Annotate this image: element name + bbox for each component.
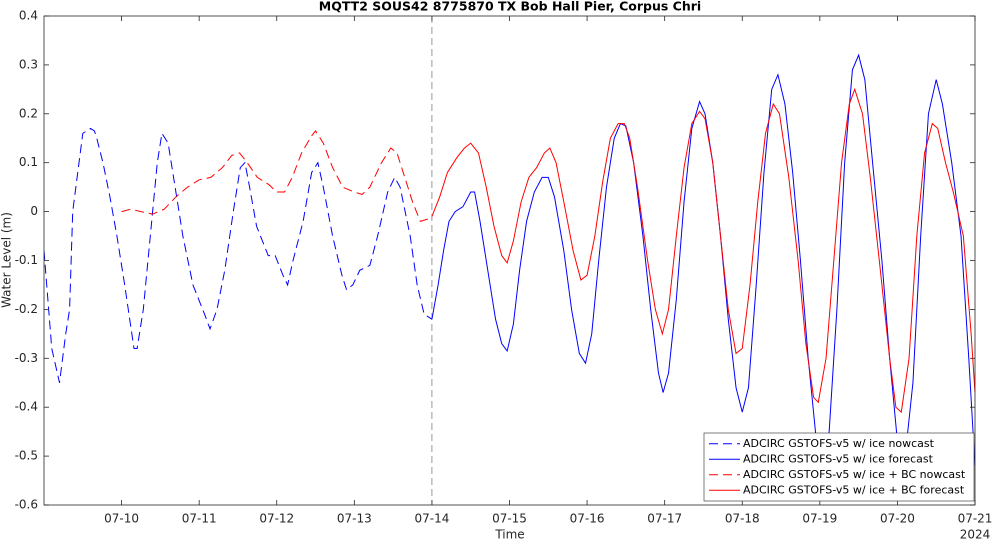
x-tick-label: 07-11 — [182, 512, 217, 526]
y-tick-label: -0.5 — [15, 449, 38, 463]
y-tick-label: 0.4 — [19, 9, 38, 23]
x-tick-label: 07-21 — [958, 512, 992, 526]
legend-label: ADCIRC GSTOFS-v5 w/ ice + BC forecast — [743, 483, 965, 496]
x-tick-label: 07-19 — [802, 512, 837, 526]
y-tick-label: 0 — [30, 204, 38, 218]
legend-label: ADCIRC GSTOFS-v5 w/ ice + BC nowcast — [743, 468, 966, 481]
y-tick-label: 0.2 — [19, 106, 38, 120]
chart-title: MQTT2 SOUS42 8775870 TX Bob Hall Pier, C… — [319, 0, 701, 14]
x-tick-label: 07-13 — [337, 512, 372, 526]
y-tick-label: -0.3 — [15, 351, 38, 365]
x-tick-label: 07-16 — [570, 512, 605, 526]
x-tick-label: 07-14 — [414, 512, 449, 526]
legend-label: ADCIRC GSTOFS-v5 w/ ice forecast — [743, 452, 934, 465]
series-line — [431, 87, 975, 414]
x-tick-label: 07-15 — [492, 512, 527, 526]
x-tick-label: 07-18 — [725, 512, 760, 526]
y-tick-label: -0.4 — [15, 400, 38, 414]
y-tick-label: -0.1 — [15, 253, 38, 267]
y-tick-label: -0.2 — [15, 302, 38, 316]
series-line — [121, 130, 433, 222]
x-tick-label: 07-20 — [880, 512, 915, 526]
x-tick-label: 07-17 — [647, 512, 682, 526]
y-tick-label: -0.6 — [15, 498, 38, 512]
x-axis-label: Time — [494, 528, 524, 541]
x-year-label: 2024 — [960, 528, 991, 541]
axes-box — [43, 15, 976, 506]
series-line — [44, 127, 433, 383]
plot-area — [44, 16, 975, 505]
y-tick-label: 0.1 — [19, 155, 38, 169]
legend-box — [703, 432, 975, 502]
y-tick-label: 0.3 — [19, 57, 38, 71]
y-axis-label: Water Level (m) — [0, 212, 14, 308]
x-tick-label: 07-10 — [104, 512, 139, 526]
legend-label: ADCIRC GSTOFS-v5 w/ ice nowcast — [743, 437, 935, 450]
legend: ADCIRC GSTOFS-v5 w/ ice nowcast ADCIRC GS… — [703, 432, 975, 502]
x-tick-label: 07-12 — [259, 512, 294, 526]
series-line — [431, 53, 975, 467]
lines — [44, 16, 975, 505]
